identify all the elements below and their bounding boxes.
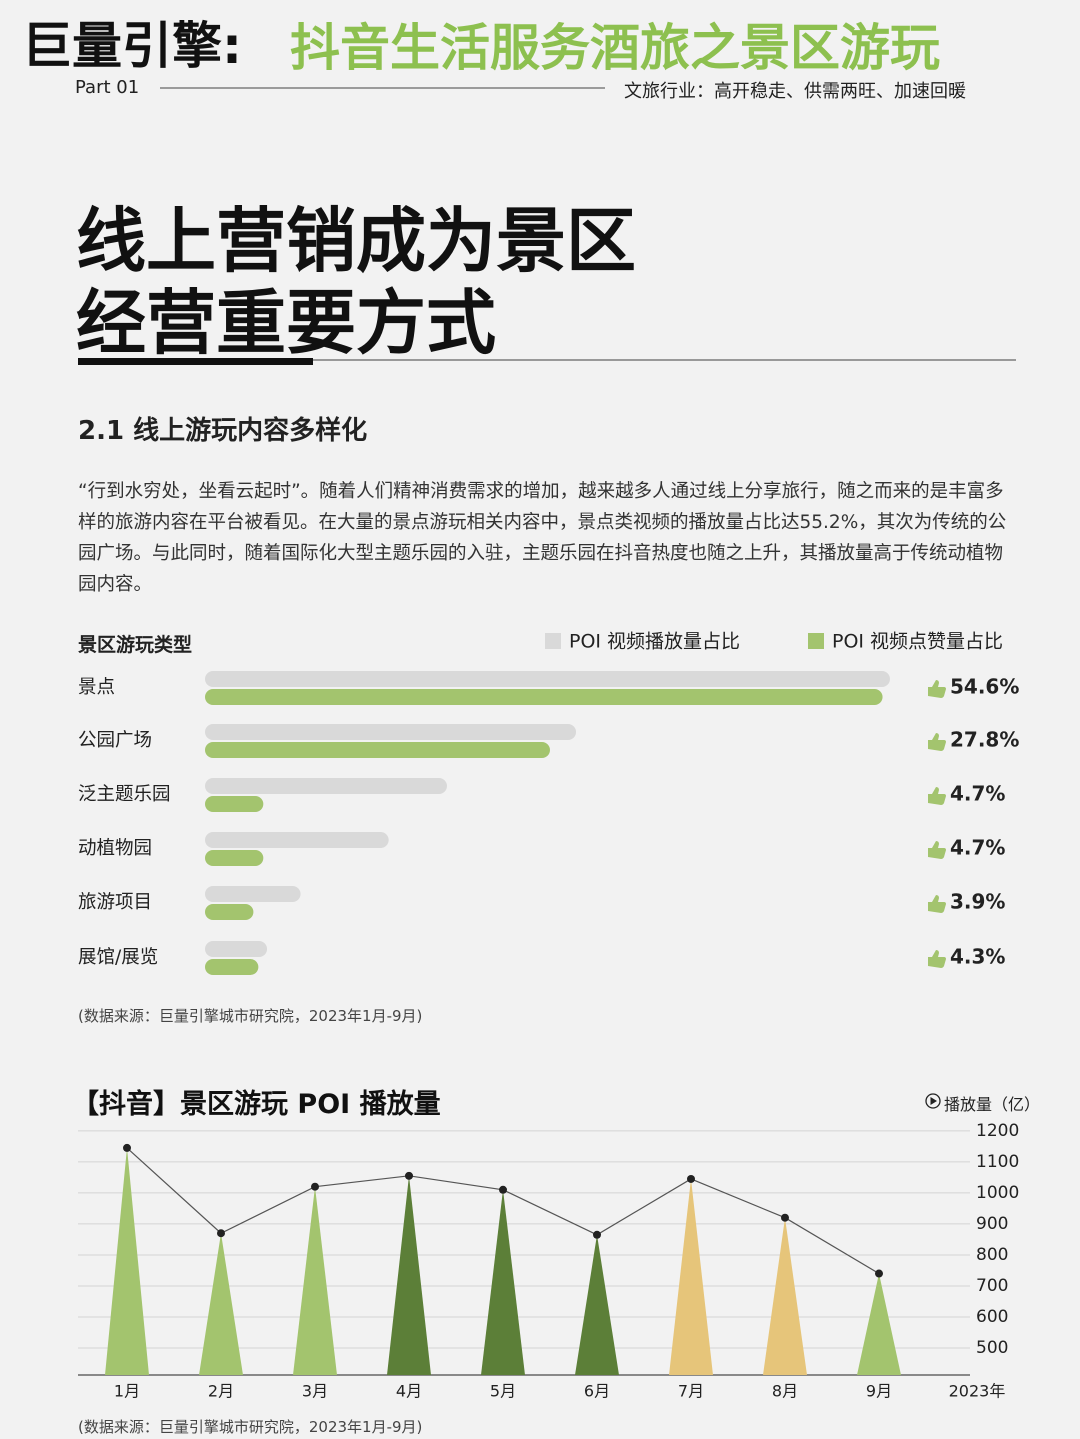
- x-tick-label: 8月: [772, 1382, 798, 1401]
- chart-title: 景区游玩类型: [78, 634, 193, 656]
- y-tick-label: 500: [976, 1338, 1008, 1358]
- category-label: 公园广场: [78, 730, 152, 751]
- y-tick-label: 900: [976, 1214, 1008, 1234]
- thumb-icon: [928, 680, 946, 698]
- bar: [205, 689, 883, 705]
- x-tick-label: 5月: [490, 1382, 516, 1401]
- value-label: 4.3%: [950, 945, 1005, 969]
- category-label: 动植物园: [78, 838, 152, 859]
- value-label: 4.7%: [950, 782, 1005, 806]
- thumb-icon: [928, 895, 946, 913]
- bar: [205, 904, 254, 920]
- point: [781, 1213, 789, 1222]
- x-tick-label: 2月: [208, 1382, 234, 1401]
- value-label: 27.8%: [950, 728, 1019, 752]
- triangle-bar: [387, 1175, 431, 1375]
- legend-swatch: [545, 633, 561, 649]
- x-tick-label: 7月: [678, 1382, 704, 1401]
- category-label: 展馆/展览: [78, 947, 158, 968]
- bar: [205, 778, 447, 794]
- bar: [205, 941, 268, 957]
- value-label: 4.7%: [950, 836, 1005, 860]
- thumb-icon: [928, 950, 946, 968]
- category-label: 泛主题乐园: [78, 784, 171, 805]
- y-tick-label: 600: [976, 1307, 1008, 1327]
- y-tick-label: 800: [976, 1245, 1008, 1265]
- x-tick-label: 6月: [584, 1382, 610, 1401]
- bar: [205, 742, 550, 758]
- y-axis-label: 播放量（亿）: [944, 1095, 1041, 1114]
- triangle-bar: [105, 1147, 149, 1375]
- section-heading: 2.1 线上游玩内容多样化: [78, 416, 368, 446]
- point: [311, 1182, 319, 1191]
- paragraph: “行到水穷处，坐看云起时”。随着人们精神消费需求的增加，越来越多人通过线上分享旅…: [78, 481, 1007, 595]
- y-tick-label: 1200: [976, 1121, 1019, 1141]
- chart-title: 【抖音】景区游玩 POI 播放量: [72, 1089, 441, 1120]
- y-tick-label: 700: [976, 1276, 1008, 1296]
- legend-label: POI 视频点赞量占比: [832, 631, 1003, 653]
- bar: [205, 796, 264, 812]
- bar: [205, 886, 301, 902]
- part-label: Part 01: [75, 77, 140, 98]
- value-label: 3.9%: [950, 890, 1005, 914]
- x-end-label: 2023年: [949, 1382, 1006, 1401]
- triangle-bar: [481, 1189, 525, 1375]
- point: [687, 1174, 695, 1183]
- bar: [205, 850, 264, 866]
- x-tick-label: 4月: [396, 1382, 422, 1401]
- bar: [205, 832, 389, 848]
- subject: 抖音生活服务酒旅之景区游玩: [290, 19, 940, 77]
- thumb-icon: [928, 841, 946, 859]
- main-title: 线上营销成为景区: [76, 200, 636, 282]
- point: [593, 1230, 601, 1239]
- category-label: 景点: [78, 677, 115, 698]
- main-title: 经营重要方式: [76, 282, 496, 364]
- thumb-icon: [928, 787, 946, 805]
- brand: 巨量引擎:: [22, 17, 242, 75]
- bar: [205, 724, 577, 740]
- triangle-bar: [199, 1233, 243, 1375]
- play-icon: [925, 1093, 941, 1109]
- legend-swatch: [808, 633, 824, 649]
- triangle-bar: [293, 1186, 337, 1375]
- triangle-bar: [857, 1273, 901, 1375]
- play-icon: [930, 1097, 937, 1105]
- source-note: (数据来源：巨量引擎城市研究院，2023年1月-9月): [78, 1007, 423, 1025]
- x-tick-label: 3月: [302, 1382, 328, 1401]
- source-note: (数据来源：巨量引擎城市研究院，2023年1月-9月): [78, 1418, 423, 1436]
- bar: [205, 671, 890, 687]
- point: [217, 1229, 225, 1238]
- value-label: 54.6%: [950, 675, 1019, 699]
- triangle-bar: [763, 1217, 807, 1375]
- bar: [205, 959, 259, 975]
- legend-label: POI 视频播放量占比: [569, 631, 740, 653]
- title-rule-accent: [78, 358, 313, 365]
- x-tick-label: 9月: [866, 1382, 892, 1401]
- category-label: 旅游项目: [78, 892, 152, 913]
- y-tick-label: 1000: [976, 1183, 1019, 1203]
- point: [405, 1171, 413, 1180]
- point: [123, 1143, 131, 1152]
- triangle-bar: [669, 1178, 713, 1375]
- point: [499, 1185, 507, 1194]
- triangle-bar: [575, 1234, 619, 1375]
- tagline: 文旅行业：高开稳走、供需两旺、加速回暖: [624, 81, 966, 102]
- point: [875, 1269, 883, 1278]
- y-tick-label: 1100: [976, 1152, 1019, 1172]
- thumb-icon: [928, 733, 946, 751]
- x-tick-label: 1月: [114, 1382, 140, 1401]
